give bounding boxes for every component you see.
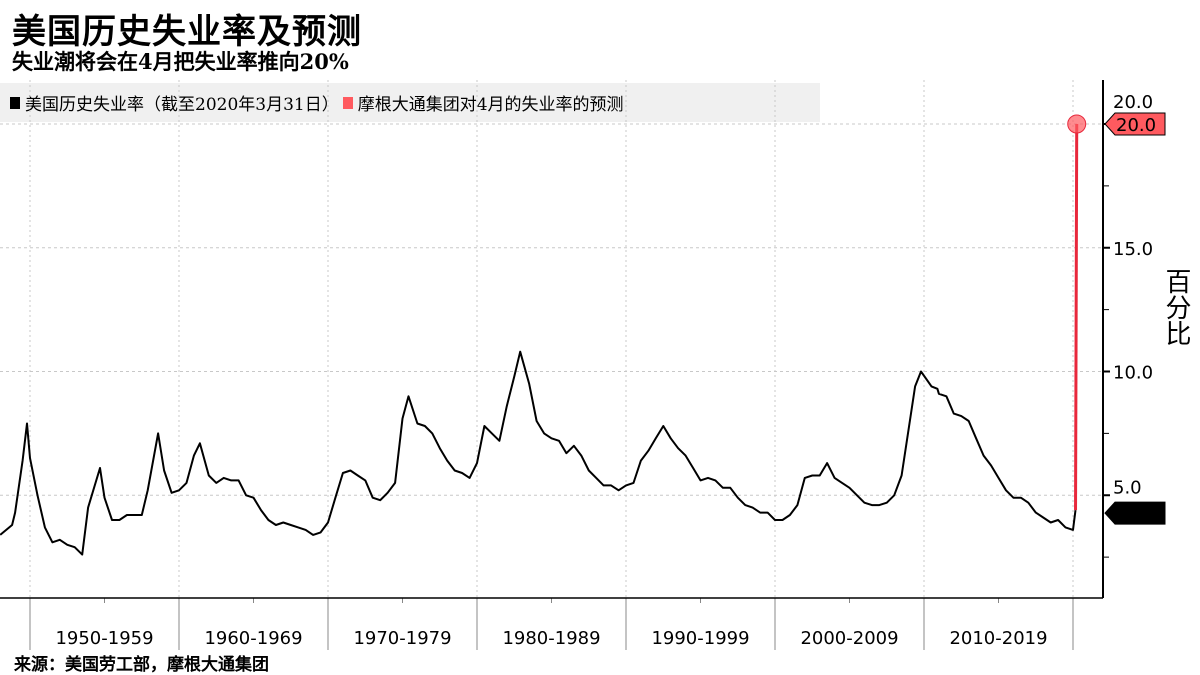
y-axis-label: 百分比 — [1161, 268, 1191, 346]
legend-swatch-forecast — [342, 96, 353, 109]
series-line-forecast — [1074, 123, 1079, 511]
y-tick-label: 20.0 — [1113, 92, 1153, 113]
chart-subtitle: 失业潮将会在4月把失业率推向20% — [12, 49, 349, 74]
x-tick-label: 1990-1999 — [651, 628, 749, 649]
x-tick-label: 1950-1959 — [55, 628, 153, 649]
x-tick-label: 2010-2019 — [949, 628, 1047, 649]
last-value-label: 4.4 — [1104, 501, 1166, 525]
y-tick-label: 15.0 — [1113, 239, 1153, 260]
forecast-value-label: 20.0 — [1104, 112, 1166, 136]
last-value-label-box — [1104, 501, 1166, 525]
legend-swatch-history — [10, 96, 20, 109]
legend-item-forecast: 摩根大通集团对4月的失业率的预测 — [342, 90, 624, 115]
forecast-value-label-box — [1104, 112, 1166, 136]
forecast-point-marker — [1067, 114, 1087, 134]
series-line-history — [0, 350, 1077, 556]
source-note: 来源：美国劳工部，摩根大通集团 — [14, 655, 269, 675]
x-tick-label: 1970-1979 — [353, 628, 451, 649]
x-tick-label: 2000-2009 — [800, 628, 898, 649]
y-tick-label: 5.0 — [1113, 477, 1142, 498]
legend: 美国历史失业率（截至2020年3月31日） 摩根大通集团对4月的失业率的预测 — [0, 83, 820, 122]
legend-label-forecast: 摩根大通集团对4月的失业率的预测 — [357, 95, 624, 115]
x-tick-label: 1960-1969 — [204, 628, 302, 649]
legend-label-history: 美国历史失业率（截至2020年3月31日） — [25, 95, 339, 115]
x-tick-label: 1980-1989 — [502, 628, 600, 649]
y-tick-label: 10.0 — [1113, 363, 1153, 384]
forecast-value-label-text: 20.0 — [1116, 115, 1156, 136]
last-value-label-text: 4.4 — [1116, 504, 1145, 525]
legend-item-history: 美国历史失业率（截至2020年3月31日） — [10, 90, 339, 115]
chart-title: 美国历史失业率及预测 — [12, 12, 362, 52]
